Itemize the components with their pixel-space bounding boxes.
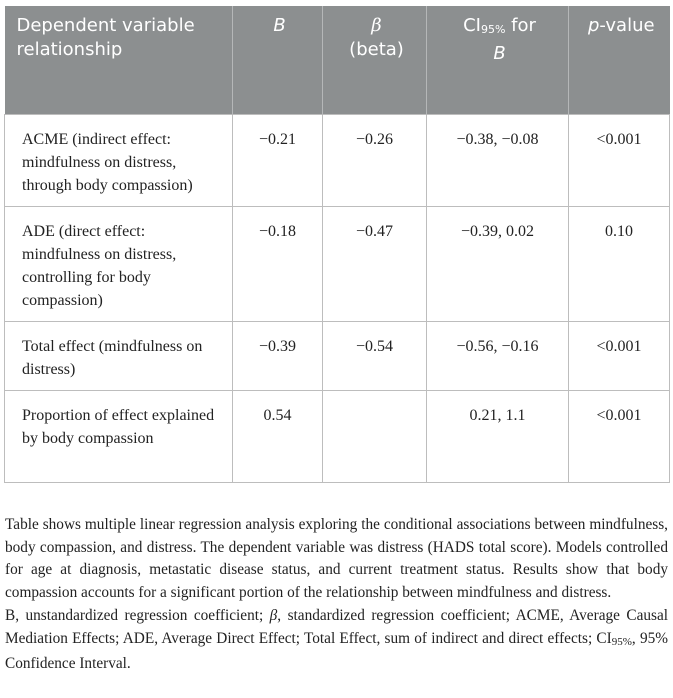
header-beta: β (beta) — [322, 6, 427, 114]
regression-table: Dependent variable relationship B β (beta… — [4, 6, 670, 483]
cell-b: 0.54 — [232, 389, 323, 483]
cell-ci: −0.39, 0.02 — [426, 205, 569, 322]
cell-b: −0.18 — [232, 205, 323, 322]
table-description: Table shows multiple linear regression a… — [5, 516, 668, 602]
cell-p: 0.10 — [568, 205, 670, 322]
header-ci: CI95% for B — [426, 6, 569, 114]
cell-label: Proportion of effect explained by body c… — [4, 389, 233, 483]
cell-ci: −0.56, −0.16 — [426, 320, 569, 391]
regression-table-container: Dependent variable relationship B β (beta… — [4, 6, 670, 483]
header-relationship: Dependent variable relationship — [4, 6, 233, 114]
cell-beta — [322, 389, 427, 483]
table-header-row: Dependent variable relationship B β (beta… — [4, 6, 670, 114]
cell-label: ACME (indirect effect: mindfulness on di… — [4, 113, 233, 207]
cell-b: −0.39 — [232, 320, 323, 391]
cell-p: <0.001 — [568, 389, 670, 483]
cell-beta: −0.26 — [322, 113, 427, 207]
table-footnotes: Table shows multiple linear regression a… — [5, 514, 668, 676]
header-b: B — [232, 6, 323, 114]
cell-ci: 0.21, 1.1 — [426, 389, 569, 483]
table-row: ADE (direct effect: mindfulness on distr… — [4, 205, 670, 322]
cell-label: Total effect (mindfulness on distress) — [4, 320, 233, 391]
cell-p: <0.001 — [568, 320, 670, 391]
table-row: Total effect (mindfulness on distress) −… — [4, 320, 670, 391]
abbreviations-note: B, unstandardized regression coefficient… — [5, 606, 669, 673]
cell-beta: −0.47 — [322, 205, 427, 322]
cell-beta: −0.54 — [322, 320, 427, 391]
cell-ci: −0.38, −0.08 — [426, 113, 569, 207]
cell-label: ADE (direct effect: mindfulness on distr… — [4, 205, 233, 322]
table-row: ACME (indirect effect: mindfulness on di… — [4, 113, 670, 207]
header-p-value: p-value — [568, 6, 670, 114]
table-row: Proportion of effect explained by body c… — [4, 389, 670, 483]
cell-p: <0.001 — [568, 113, 670, 207]
cell-b: −0.21 — [232, 113, 323, 207]
